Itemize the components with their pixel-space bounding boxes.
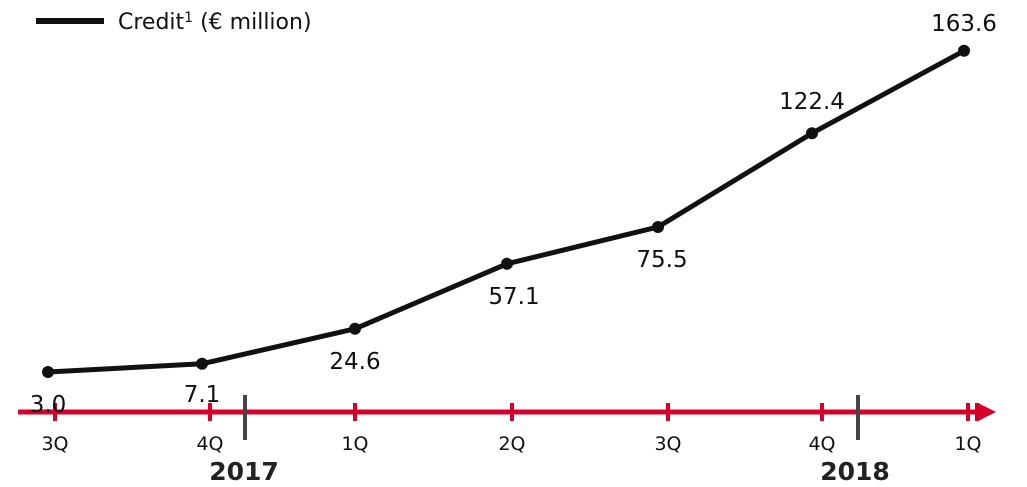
year-label: 2018	[820, 457, 890, 483]
data-point	[42, 366, 54, 378]
data-label: 3.0	[30, 392, 67, 418]
legend-label: Credit1 (€ million)	[118, 4, 312, 37]
data-label: 57.1	[488, 284, 539, 310]
data-label: 163.6	[931, 11, 997, 37]
data-point	[501, 257, 513, 270]
data-point	[652, 221, 664, 233]
data-point	[806, 127, 818, 140]
x-tick-label: 1Q	[954, 433, 981, 455]
data-label: 122.4	[779, 89, 845, 115]
legend-unit: (€ million)	[200, 10, 312, 35]
x-tick-label: 2Q	[498, 433, 525, 455]
legend: Credit1 (€ million)	[36, 4, 312, 37]
x-tick-label: 1Q	[341, 433, 368, 455]
data-point	[958, 44, 970, 57]
data-label: 7.1	[184, 382, 221, 408]
x-axis-arrow	[978, 403, 996, 421]
year-label: 2017	[209, 457, 279, 483]
x-tick-label: 3Q	[41, 433, 68, 455]
data-label: 24.6	[329, 349, 380, 375]
data-point	[196, 357, 208, 370]
legend-series-name: Credit	[118, 10, 185, 35]
data-point	[349, 322, 361, 335]
legend-footnote-marker: 1	[184, 10, 194, 26]
data-label: 75.5	[636, 247, 687, 273]
x-tick-label: 4Q	[808, 433, 835, 455]
x-tick-label: 3Q	[654, 433, 681, 455]
legend-line-swatch	[36, 17, 104, 24]
x-tick-label: 4Q	[196, 433, 223, 455]
